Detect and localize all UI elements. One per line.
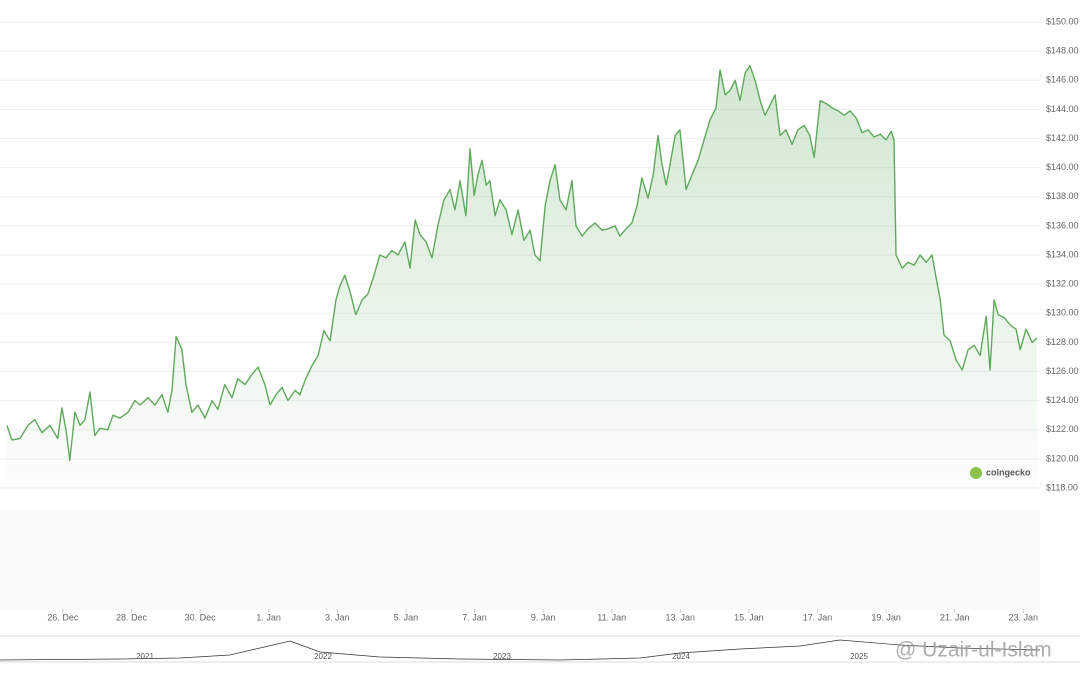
navigator-label: 2023 (493, 652, 511, 661)
y-tick-label: $140.00 (1046, 162, 1079, 172)
volume-band (0, 510, 1040, 610)
credit: @ Uzair-ul-Islam (895, 639, 1052, 662)
y-tick-label: $136.00 (1046, 220, 1079, 230)
x-tick-label: 1. Jan (256, 612, 281, 622)
x-tick-label: 21. Jan (940, 612, 970, 622)
navigator-label: 2021 (136, 652, 154, 661)
x-tick-label: 11. Jan (597, 612, 626, 622)
y-tick-label: $142.00 (1046, 133, 1079, 143)
x-tick-label: 5. Jan (394, 612, 419, 622)
x-tick-label: 30. Dec (185, 612, 217, 622)
y-tick-label: $144.00 (1046, 104, 1079, 114)
x-tick-label: 17. Jan (803, 612, 833, 622)
y-tick-label: $148.00 (1046, 46, 1079, 56)
x-tick-label: 23. Jan (1009, 612, 1039, 622)
y-tick-label: $132.00 (1046, 279, 1079, 289)
navigator-label: 2022 (314, 652, 332, 661)
x-tick-label: 9. Jan (531, 612, 556, 622)
navigator-label: 2025 (850, 652, 868, 661)
y-tick-label: $130.00 (1046, 308, 1079, 318)
y-tick-label: $146.00 (1046, 75, 1079, 85)
x-tick-label: 7. Jan (462, 612, 487, 622)
y-tick-label: $138.00 (1046, 191, 1079, 201)
y-tick-label: $122.00 (1046, 424, 1079, 434)
y-tick-label: $150.00 (1046, 16, 1079, 26)
area-fill (7, 65, 1037, 488)
navigator-label: 2024 (672, 652, 690, 661)
navigator-line (0, 639, 1041, 661)
y-tick-label: $124.00 (1046, 395, 1079, 405)
x-tick-label: 15. Jan (734, 612, 764, 622)
y-tick-label: $128.00 (1046, 337, 1079, 347)
y-tick-label: $120.00 (1046, 453, 1079, 463)
y-tick-label: $118.00 (1046, 482, 1078, 492)
y-tick-label: $126.00 (1046, 366, 1079, 376)
x-tick-label: 26. Dec (47, 612, 79, 622)
price-line (6, 65, 1038, 461)
x-tick-label: 19. Jan (871, 612, 901, 622)
x-tick-label: 28. Dec (116, 612, 148, 622)
x-tick-label: 13. Jan (666, 612, 696, 622)
y-tick-label: $134.00 (1046, 249, 1079, 259)
x-tick-label: 3. Jan (325, 612, 350, 622)
